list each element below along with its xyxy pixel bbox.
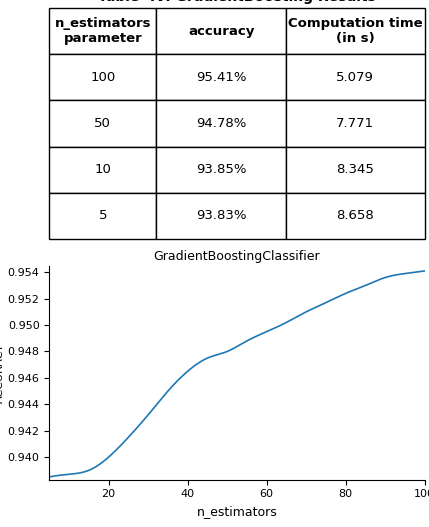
Text: 5.079: 5.079 [336,71,374,84]
Text: 93.83%: 93.83% [196,209,246,222]
Text: 5: 5 [99,209,107,222]
Text: 50: 50 [94,117,111,130]
Text: 10: 10 [94,163,111,176]
Bar [286,100,425,147]
Text: 93.85%: 93.85% [196,163,246,176]
Bar [286,147,425,193]
Bar [49,100,156,147]
Bar [286,193,425,239]
Text: Computation time
(in s): Computation time (in s) [288,17,423,45]
Bar [49,193,156,239]
Text: 94.78%: 94.78% [196,117,246,130]
Text: Table- IV: GradientBoosting Results: Table- IV: GradientBoosting Results [98,0,376,4]
Title: GradientBoostingClassifier: GradientBoostingClassifier [154,250,320,263]
Text: 100: 100 [90,71,115,84]
Text: accuracy: accuracy [188,25,254,37]
Bar [49,54,156,100]
Bar [286,8,425,54]
Bar [156,8,286,54]
Text: 8.345: 8.345 [336,163,374,176]
Bar [156,147,286,193]
Bar [49,147,156,193]
Text: 8.658: 8.658 [336,209,374,222]
Text: 95.41%: 95.41% [196,71,246,84]
Text: 7.771: 7.771 [336,117,375,130]
Text: n_estimators
parameter: n_estimators parameter [54,17,151,45]
Bar [156,193,286,239]
Bar [49,8,156,54]
Bar [156,100,286,147]
Bar [156,54,286,100]
Y-axis label: ACCURACY: ACCURACY [0,343,5,403]
X-axis label: n_estimators: n_estimators [196,505,278,518]
Bar [286,54,425,100]
